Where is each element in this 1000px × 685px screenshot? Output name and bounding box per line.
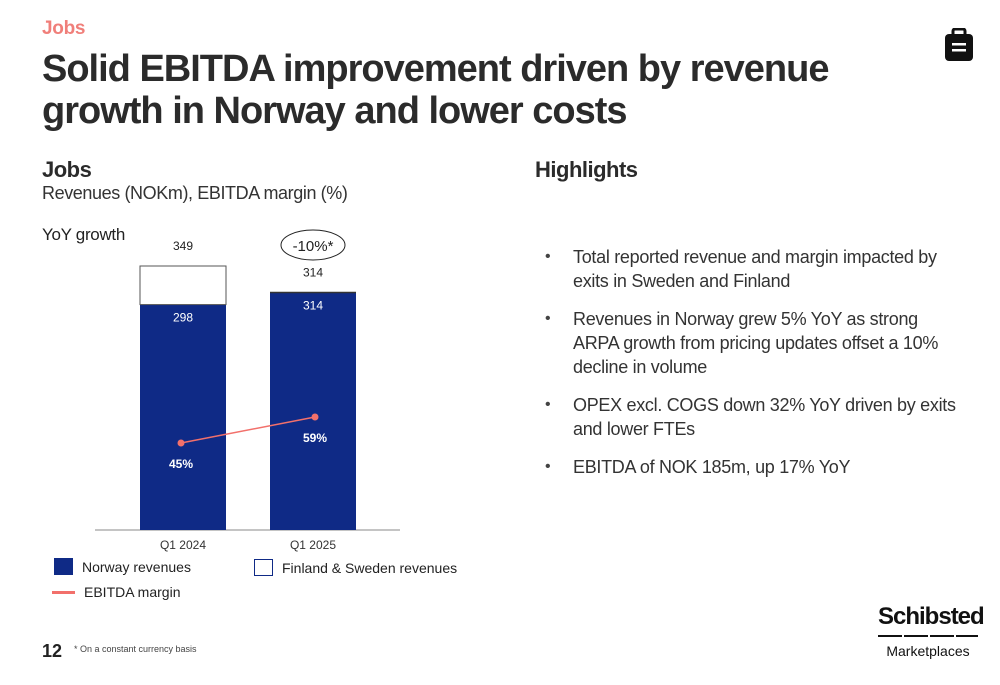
yoy-growth-badge xyxy=(280,229,346,261)
data-label-norway: 314 xyxy=(303,298,323,312)
ebitda-margin-label: 59% xyxy=(303,431,327,445)
revenue-chart: 298 349 Q1 2024 314 314 Q1 2025 45% 59% -10%* xyxy=(95,229,400,552)
highlights-list: Total reported revenue and margin impact… xyxy=(545,245,965,493)
chart-subheading: Revenues (NOKm), EBITDA margin (%) xyxy=(42,183,348,203)
legend-ebitda: EBITDA margin xyxy=(52,584,180,600)
data-label-total: 314 xyxy=(303,265,323,279)
footnote: * On a constant currency basis xyxy=(74,644,197,654)
bar-norway xyxy=(140,304,226,530)
briefcase-icon xyxy=(945,28,973,61)
highlight-item: Total reported revenue and margin impact… xyxy=(545,245,965,293)
data-label-total: 349 xyxy=(173,239,193,253)
data-label-norway: 298 xyxy=(173,311,193,325)
legend-swatch-norway xyxy=(54,558,73,575)
highlights-heading: Highlights xyxy=(535,157,638,182)
highlight-item: OPEX excl. COGS down 32% YoY driven by e… xyxy=(545,393,965,441)
logo-wordmark: Schibsted xyxy=(878,603,985,630)
page-number: 12 xyxy=(42,641,63,661)
legend-label-norway: Norway revenues xyxy=(82,558,191,575)
highlight-item: EBITDA of NOK 185m, up 17% YoY xyxy=(545,455,965,479)
section-tag: Jobs xyxy=(42,18,86,39)
legend-norway: Norway revenues xyxy=(54,558,191,575)
legend-swatch-ebitda xyxy=(52,590,75,594)
yoy-growth-label: YoY growth xyxy=(42,225,126,244)
yoy-growth-value: -10%* xyxy=(293,238,334,255)
schibsted-logo: Schibsted Marketplaces xyxy=(878,603,985,659)
bar-finland-sweden xyxy=(139,265,227,306)
logo-rule xyxy=(878,635,978,637)
x-tick-label: Q1 2024 xyxy=(160,538,206,552)
slide-title: Solid EBITDA improvement driven by reven… xyxy=(42,48,829,132)
highlight-item: Revenues in Norway grew 5% YoY as strong… xyxy=(545,307,965,379)
legend-finland-sweden: Finland & Sweden revenues xyxy=(254,559,457,576)
legend-label-finland-sweden: Finland & Sweden revenues xyxy=(282,559,458,576)
ebitda-margin-line xyxy=(180,416,316,444)
ebitda-margin-label: 45% xyxy=(169,457,193,471)
logo-subtitle: Marketplaces xyxy=(886,643,970,659)
bar-norway xyxy=(270,292,356,530)
chart-heading: Jobs xyxy=(42,157,92,182)
x-tick-label: Q1 2025 xyxy=(290,538,336,552)
ebitda-margin-point xyxy=(177,439,185,447)
ebitda-margin-point xyxy=(311,413,319,421)
legend-label-ebitda: EBITDA margin xyxy=(84,584,181,600)
legend-swatch-finland-sweden xyxy=(254,559,273,576)
